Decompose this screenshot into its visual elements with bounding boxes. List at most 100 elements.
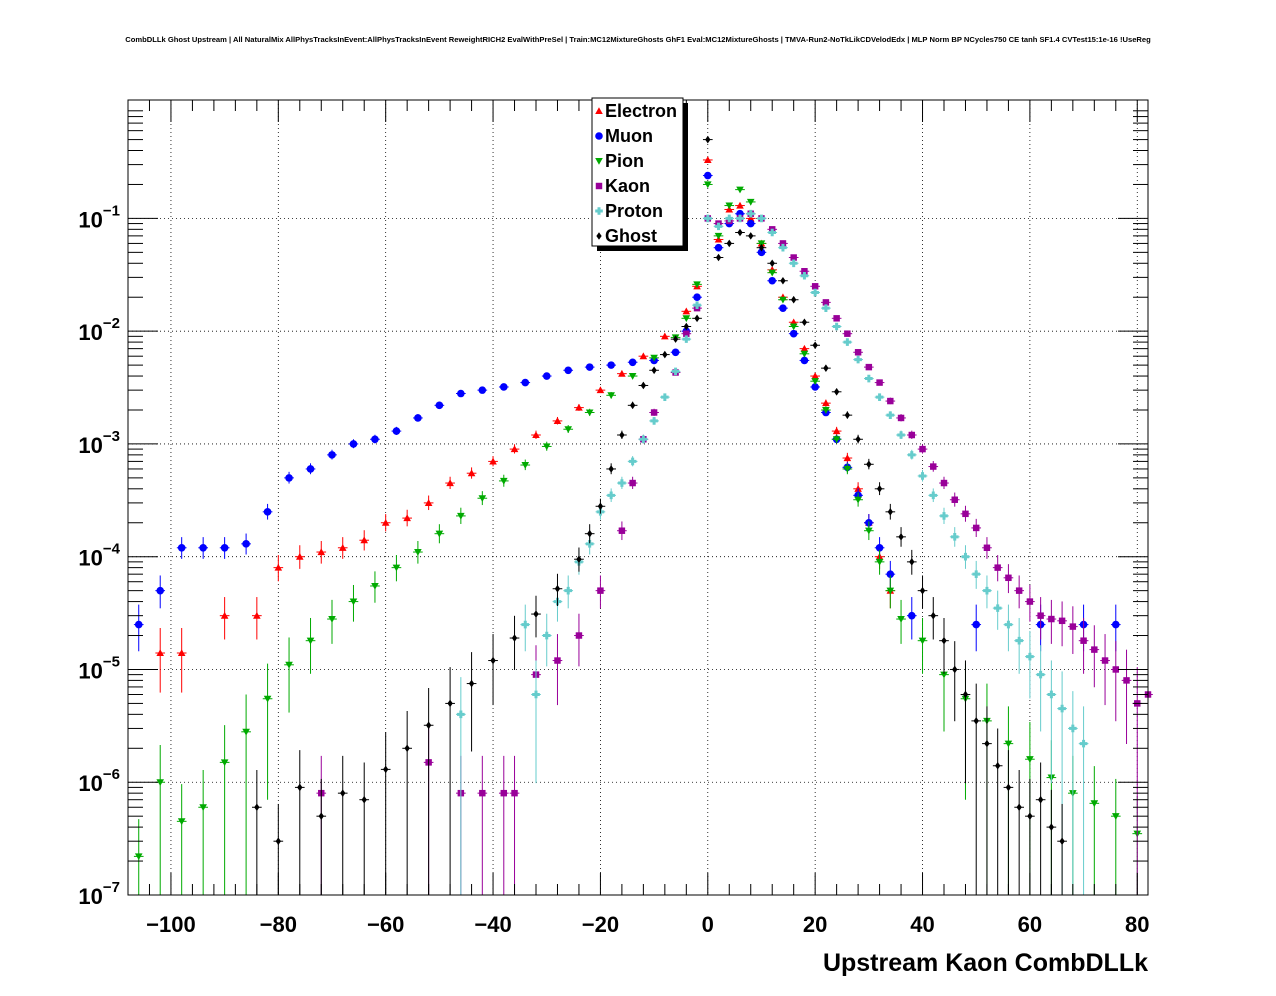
- data-point: [574, 403, 584, 411]
- data-point: [853, 349, 863, 356]
- marker-triangle-up: [639, 352, 648, 360]
- marker-triangle-up: [446, 479, 454, 487]
- marker-diamond: [576, 555, 582, 564]
- data-point: [627, 401, 638, 410]
- data-point: [670, 348, 681, 357]
- marker-triangle-up: [532, 431, 540, 439]
- data-point: [252, 769, 262, 895]
- data-point: [670, 367, 681, 376]
- legend-entry-proton: Proton: [595, 201, 663, 221]
- data-point: [176, 784, 187, 895]
- x-tick-label: −100: [146, 912, 196, 937]
- marker-square: [876, 379, 883, 386]
- marker-cross: [983, 586, 991, 595]
- data-point: [821, 304, 831, 312]
- data-point: [810, 378, 820, 386]
- data-point: [649, 416, 659, 425]
- marker-triangle-down: [414, 548, 422, 556]
- marker-square: [887, 397, 894, 405]
- marker-cross: [950, 533, 959, 541]
- marker-diamond: [737, 228, 743, 237]
- data-point: [821, 406, 831, 414]
- marker-circle: [564, 366, 573, 375]
- marker-circle: [306, 465, 315, 473]
- data-point: [241, 533, 251, 555]
- data-point: [606, 361, 616, 369]
- y-tick-label: 10−4: [78, 541, 120, 571]
- marker-square: [683, 330, 690, 337]
- y-tick-exponent: −4: [103, 541, 121, 558]
- data-point: [971, 518, 982, 537]
- y-tick-exponent: −1: [103, 202, 120, 219]
- data-point: [982, 575, 992, 609]
- marker-triangle-down: [757, 240, 766, 248]
- data-point: [810, 283, 820, 290]
- data-point: [1100, 634, 1110, 706]
- data-point: [1068, 606, 1078, 654]
- data-point: [810, 372, 820, 380]
- marker-cross: [961, 552, 970, 561]
- legend-marker: [595, 207, 603, 215]
- data-point: [241, 694, 251, 895]
- data-point: [1068, 691, 1078, 895]
- data-point: [692, 301, 702, 309]
- marker-diamond: [748, 232, 754, 240]
- data-point: [735, 186, 745, 194]
- marker-square: [994, 564, 1001, 571]
- data-point: [767, 269, 778, 277]
- data-point: [702, 181, 713, 189]
- marker-circle: [328, 451, 336, 459]
- data-point: [359, 762, 370, 895]
- marker-circle: [220, 543, 229, 552]
- data-point: [176, 537, 187, 559]
- marker-triangle-down: [714, 232, 723, 240]
- marker-triangle-up: [220, 611, 229, 619]
- marker-diamond: [1048, 823, 1055, 831]
- data-point: [488, 456, 498, 467]
- marker-square: [554, 657, 561, 664]
- y-tick-label: 10−3: [78, 428, 120, 458]
- data-point: [262, 663, 273, 800]
- data-point: [767, 259, 778, 268]
- data-point: [756, 248, 767, 257]
- data-point: [574, 613, 584, 667]
- y-tick-base: 10: [78, 884, 102, 909]
- marker-diamond: [619, 431, 625, 439]
- data-point: [971, 604, 982, 652]
- marker-diamond: [801, 318, 808, 327]
- marker-diamond: [318, 812, 324, 820]
- data-point: [413, 540, 423, 564]
- marker-diamond: [705, 135, 711, 144]
- marker-diamond: [866, 460, 872, 469]
- marker-diamond: [758, 243, 765, 252]
- marker-diamond: [1037, 795, 1044, 804]
- marker-triangle-down: [285, 661, 293, 669]
- data-point: [649, 366, 659, 375]
- marker-triangle-down: [650, 354, 658, 362]
- marker-cross: [607, 491, 615, 500]
- marker-square: [908, 431, 916, 439]
- marker-diamond: [952, 665, 958, 674]
- data-point: [864, 458, 874, 470]
- data-point: [284, 471, 294, 484]
- marker-circle: [585, 363, 594, 371]
- data-point: [982, 706, 992, 895]
- marker-triangle-down: [156, 779, 165, 787]
- data-point: [799, 356, 810, 365]
- data-point: [735, 201, 745, 209]
- marker-cross: [650, 417, 658, 425]
- data-point: [745, 232, 756, 240]
- data-point: [949, 492, 960, 507]
- marker-circle: [768, 276, 777, 285]
- data-point: [960, 660, 971, 784]
- marker-diamond: [855, 435, 861, 444]
- marker-diamond: [490, 656, 496, 665]
- data-point: [681, 322, 692, 331]
- marker-triangle-up: [360, 536, 369, 544]
- marker-circle: [542, 372, 551, 380]
- marker-diamond: [383, 765, 389, 774]
- data-point: [595, 498, 606, 514]
- legend-marker: [595, 132, 603, 140]
- marker-circle: [789, 329, 798, 338]
- marker-diamond: [898, 533, 904, 541]
